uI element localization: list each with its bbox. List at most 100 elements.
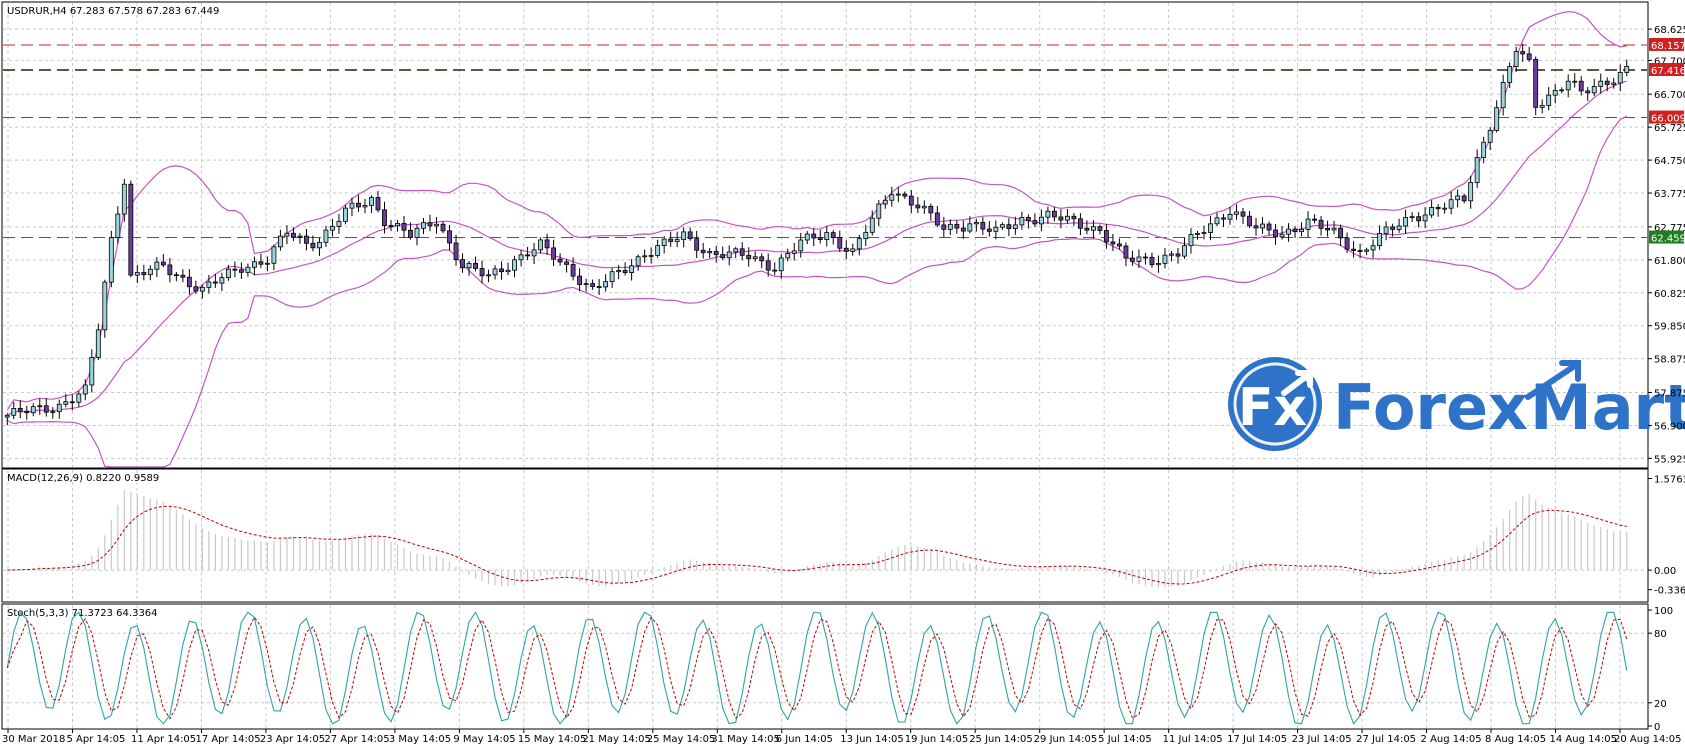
candle: [999, 222, 1005, 230]
stoch-axis: 100 80 20 0: [1648, 606, 1673, 733]
macd-panel-border: [1, 468, 1649, 603]
candle: [1058, 209, 1064, 229]
candle: [219, 272, 225, 292]
svg-text:66.009: 66.009: [1651, 114, 1685, 125]
stoch-label: Stoch(5,3,3) 71.3723 64.3364: [7, 608, 158, 619]
candle: [225, 265, 231, 281]
candle: [1416, 212, 1422, 228]
candle: [1591, 78, 1597, 97]
candle: [1091, 220, 1096, 239]
candle: [980, 217, 986, 235]
candle: [1201, 225, 1207, 240]
candle: [1019, 211, 1025, 230]
candle: [1006, 218, 1012, 237]
candle: [186, 269, 192, 295]
candle: [1318, 216, 1324, 236]
price-tick-label: 62.775: [1654, 223, 1685, 234]
candle: [668, 231, 674, 247]
time-tick-label: 29 Jun 14:05: [1034, 734, 1098, 745]
bollinger-upper-band: [6, 10, 1627, 411]
candle: [1448, 191, 1454, 215]
candle: [629, 259, 635, 281]
logo-text-arrow-icon: [1525, 360, 1581, 400]
candle: [1143, 252, 1148, 265]
candle: [206, 274, 212, 294]
time-tick-label: 23 Apr 14:05: [260, 734, 325, 745]
svg-text:67.416: 67.416: [1651, 66, 1685, 77]
candle: [674, 231, 680, 248]
candle: [1279, 226, 1285, 240]
candle: [1247, 211, 1252, 229]
candle: [973, 218, 979, 232]
candle: [1084, 220, 1090, 235]
candle: [1123, 242, 1129, 267]
candle: [1292, 226, 1298, 238]
price-tick-label: 60.825: [1654, 289, 1685, 300]
candle: [141, 264, 147, 281]
macd-tick-label: -0.3366: [1654, 586, 1685, 597]
candle: [427, 214, 433, 232]
candle: [1585, 87, 1591, 101]
candle: [160, 254, 166, 268]
chart-title: USDRUR,H4 67.283 67.578 67.283 67.449: [7, 6, 219, 17]
candle: [1461, 193, 1467, 204]
stoch-tick-label: 80: [1654, 629, 1667, 640]
candle: [310, 235, 316, 252]
candle: [434, 217, 439, 234]
candle: [1351, 241, 1356, 258]
candle: [1520, 43, 1526, 62]
time-tick-label: 17 Apr 14:05: [195, 734, 260, 745]
candle: [1507, 62, 1513, 89]
time-tick-label: 11 Apr 14:05: [131, 734, 196, 745]
time-axis: 30 Mar 2018 5 Apr 14:05 11 Apr 14:05 17 Apr…: [2, 729, 1681, 745]
price-tick-label: 59.850: [1654, 322, 1685, 333]
candle: [1175, 248, 1181, 264]
candle: [863, 224, 869, 246]
candle: [1012, 216, 1018, 235]
candle: [577, 268, 583, 292]
candle: [817, 229, 823, 244]
candle: [245, 263, 251, 277]
candle: [1455, 189, 1461, 208]
candle: [1038, 209, 1044, 232]
candle: [56, 399, 62, 419]
candle: [1565, 74, 1571, 98]
candle: [895, 187, 901, 203]
macd-grid: [3, 470, 1647, 601]
candle: [492, 265, 498, 280]
candle: [1500, 74, 1506, 116]
candle: [609, 268, 615, 289]
time-tick-label: 27 Jul 14:05: [1356, 734, 1416, 745]
time-tick-label: 23 Jul 14:05: [1292, 734, 1352, 745]
candle: [37, 398, 43, 415]
candle: [460, 253, 465, 273]
candle: [622, 262, 628, 276]
candle: [733, 246, 739, 259]
stoch-tick-label: 100: [1654, 606, 1673, 617]
candle: [17, 400, 23, 419]
svg-text:62.459: 62.459: [1651, 234, 1685, 245]
price-tick-label: 55.925: [1654, 454, 1685, 465]
candle: [1051, 206, 1057, 222]
candle: [596, 278, 602, 295]
candle: [1221, 214, 1226, 228]
candle: [1266, 221, 1272, 236]
candle: [128, 180, 134, 278]
time-tick-label: 8 Aug 14:05: [1485, 734, 1546, 745]
candle: [726, 245, 732, 266]
price-axis: 68.625 67.700 66.700 65.725 64.750 63.775 62.7…: [1648, 25, 1685, 465]
candle: [1312, 214, 1317, 224]
price-tick-label: 64.750: [1654, 156, 1685, 167]
stoch-tick-label: 0: [1654, 722, 1660, 733]
candle: [375, 190, 381, 213]
candle: [1611, 77, 1617, 89]
candle: [538, 237, 543, 254]
candle: [941, 217, 947, 238]
candle: [1097, 224, 1103, 235]
candle: [264, 256, 270, 272]
time-tick-label: 3 May 14:05: [389, 734, 451, 745]
time-tick-label: 5 Apr 14:05: [66, 734, 125, 745]
candle: [564, 259, 570, 273]
candle: [1474, 149, 1480, 188]
